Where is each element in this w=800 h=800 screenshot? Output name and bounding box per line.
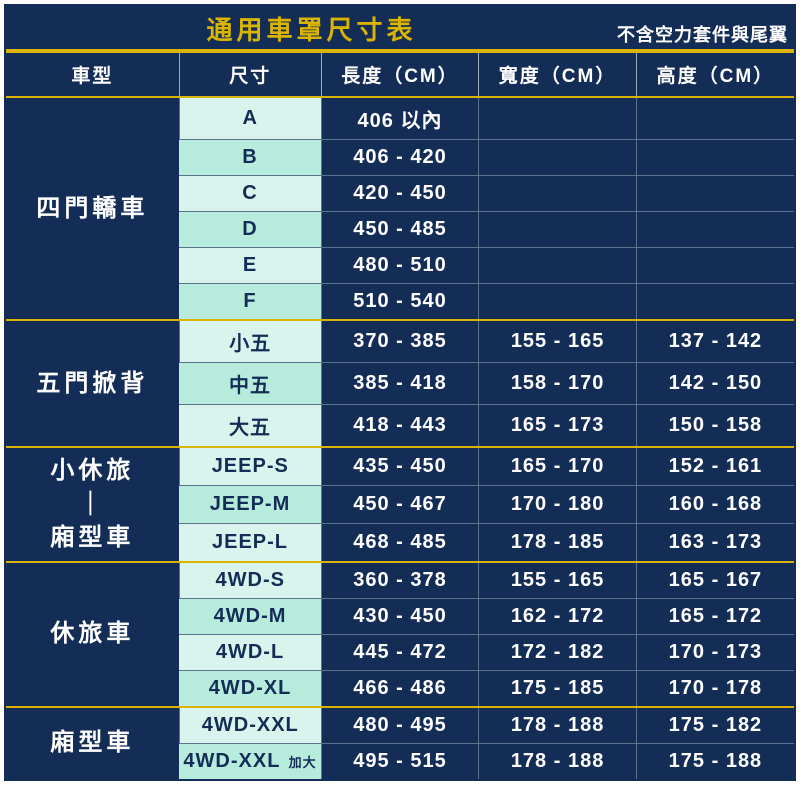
length-cell: 450 - 467 (321, 485, 479, 523)
col-width: 寬度（CM） (479, 52, 637, 97)
length-cell: 450 - 485 (321, 212, 479, 248)
height-cell (636, 140, 794, 176)
model-cell: 小休旅｜廂型車 (6, 447, 179, 562)
size-cell: 4WD-L (179, 634, 321, 670)
length-cell: 406 - 420 (321, 140, 479, 176)
height-cell: 160 - 168 (636, 485, 794, 523)
table-row: 休旅車4WD-S360 - 378155 - 165165 - 167 (6, 562, 794, 599)
height-cell: 137 - 142 (636, 320, 794, 363)
height-cell (636, 284, 794, 321)
length-cell: 418 - 443 (321, 405, 479, 448)
height-cell (636, 176, 794, 212)
size-cell: E (179, 248, 321, 284)
col-model: 車型 (6, 52, 179, 97)
size-cell: B (179, 140, 321, 176)
length-cell: 468 - 485 (321, 523, 479, 561)
col-height: 高度（CM） (636, 52, 794, 97)
model-cell: 休旅車 (6, 562, 179, 707)
table-row: 廂型車4WD-XXL480 - 495178 - 188175 - 182 (6, 707, 794, 744)
size-cell: 4WD-XL (179, 670, 321, 707)
table-row: 小休旅｜廂型車JEEP-S435 - 450165 - 170152 - 161 (6, 447, 794, 485)
width-cell (479, 212, 637, 248)
length-cell: 406 以內 (321, 97, 479, 140)
size-cell: 4WD-M (179, 598, 321, 634)
model-cell: 廂型車 (6, 707, 179, 779)
height-cell: 175 - 188 (636, 743, 794, 779)
height-cell: 165 - 172 (636, 598, 794, 634)
size-cell: D (179, 212, 321, 248)
height-cell (636, 212, 794, 248)
size-cell: 大五 (179, 405, 321, 448)
height-cell: 150 - 158 (636, 405, 794, 448)
size-table: 車型 尺寸 長度（CM） 寬度（CM） 高度（CM） 四門轎車A406 以內B4… (6, 51, 794, 779)
width-cell: 155 - 165 (479, 320, 637, 363)
width-cell: 178 - 188 (479, 743, 637, 779)
width-cell: 175 - 185 (479, 670, 637, 707)
chart-note: 不含空力套件與尾翼 (617, 21, 794, 49)
size-cell: 4WD-S (179, 562, 321, 599)
width-cell (479, 176, 637, 212)
width-cell: 178 - 185 (479, 523, 637, 561)
col-size: 尺寸 (179, 52, 321, 97)
size-cell: JEEP-L (179, 523, 321, 561)
length-cell: 480 - 510 (321, 248, 479, 284)
height-cell: 163 - 173 (636, 523, 794, 561)
length-cell: 370 - 385 (321, 320, 479, 363)
length-cell: 495 - 515 (321, 743, 479, 779)
height-cell (636, 248, 794, 284)
table-row: 五門掀背小五370 - 385155 - 165137 - 142 (6, 320, 794, 363)
length-cell: 360 - 378 (321, 562, 479, 599)
width-cell: 165 - 170 (479, 447, 637, 485)
size-cell: 中五 (179, 363, 321, 405)
height-cell: 152 - 161 (636, 447, 794, 485)
height-cell: 142 - 150 (636, 363, 794, 405)
size-cell: A (179, 97, 321, 140)
height-cell: 170 - 178 (636, 670, 794, 707)
height-cell: 165 - 167 (636, 562, 794, 599)
size-chart: 通用車罩尺寸表 不含空力套件與尾翼 車型 尺寸 長度（CM） 寬度（CM） 高度… (4, 4, 796, 781)
width-cell (479, 248, 637, 284)
title-row: 通用車罩尺寸表 不含空力套件與尾翼 (6, 6, 794, 51)
width-cell: 158 - 170 (479, 363, 637, 405)
size-cell: F (179, 284, 321, 321)
table-row: 四門轎車A406 以內 (6, 97, 794, 140)
width-cell (479, 284, 637, 321)
width-cell: 172 - 182 (479, 634, 637, 670)
length-cell: 445 - 472 (321, 634, 479, 670)
height-cell (636, 97, 794, 140)
length-cell: 466 - 486 (321, 670, 479, 707)
chart-title: 通用車罩尺寸表 (6, 6, 617, 49)
length-cell: 510 - 540 (321, 284, 479, 321)
size-cell: 4WD-XXL (179, 707, 321, 744)
model-cell: 五門掀背 (6, 320, 179, 447)
length-cell: 385 - 418 (321, 363, 479, 405)
size-cell: C (179, 176, 321, 212)
col-length: 長度（CM） (321, 52, 479, 97)
height-cell: 175 - 182 (636, 707, 794, 744)
width-cell: 170 - 180 (479, 485, 637, 523)
width-cell (479, 140, 637, 176)
size-cell: 小五 (179, 320, 321, 363)
length-cell: 430 - 450 (321, 598, 479, 634)
length-cell: 435 - 450 (321, 447, 479, 485)
size-cell: 4WD-XXL 加大 (179, 743, 321, 779)
length-cell: 480 - 495 (321, 707, 479, 744)
size-cell: JEEP-S (179, 447, 321, 485)
length-cell: 420 - 450 (321, 176, 479, 212)
width-cell: 178 - 188 (479, 707, 637, 744)
width-cell: 155 - 165 (479, 562, 637, 599)
width-cell: 162 - 172 (479, 598, 637, 634)
width-cell (479, 97, 637, 140)
width-cell: 165 - 173 (479, 405, 637, 448)
header-row: 車型 尺寸 長度（CM） 寬度（CM） 高度（CM） (6, 52, 794, 97)
height-cell: 170 - 173 (636, 634, 794, 670)
model-cell: 四門轎車 (6, 97, 179, 320)
size-cell: JEEP-M (179, 485, 321, 523)
